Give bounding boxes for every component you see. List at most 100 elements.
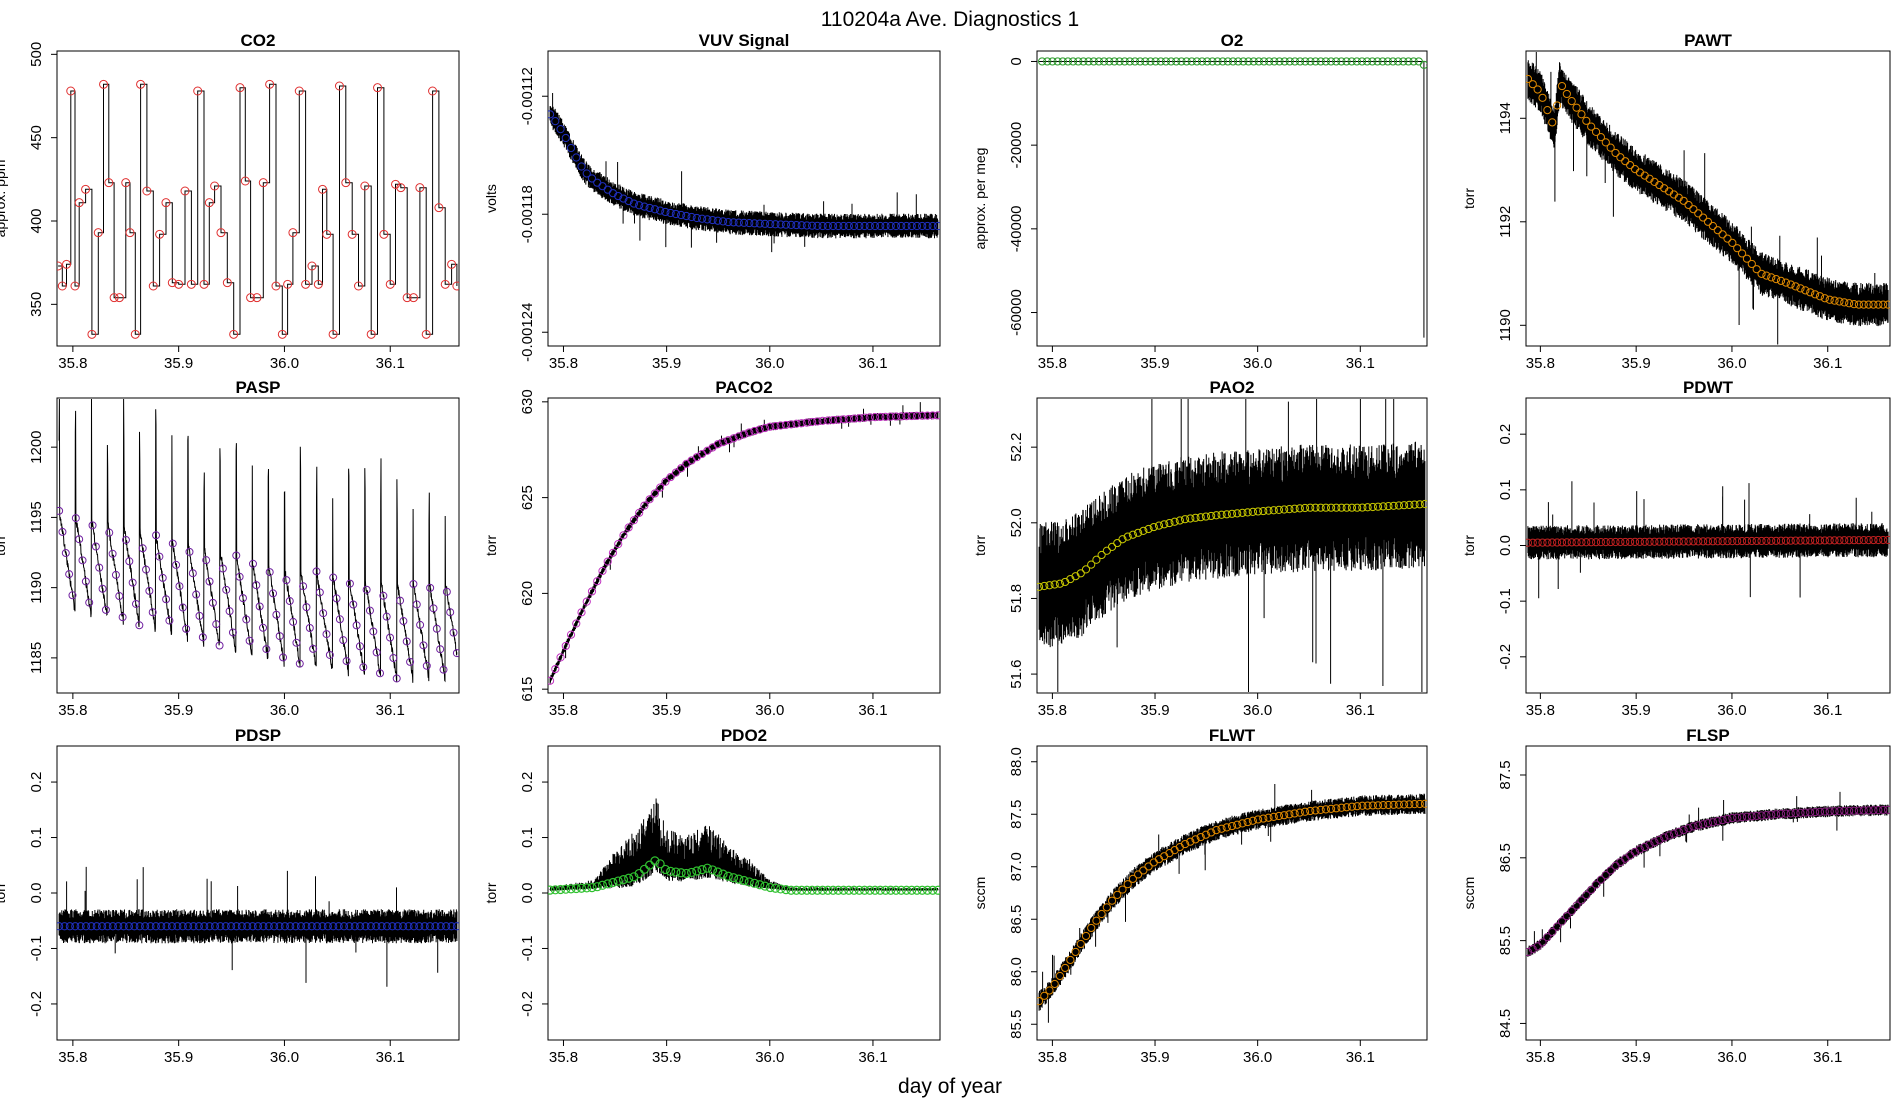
data-point: [666, 866, 676, 876]
data-point: [650, 205, 659, 214]
data-point: [1399, 800, 1409, 809]
data-point: [312, 567, 321, 576]
y-tick-label: 86.0: [1008, 957, 1025, 986]
data-point: [650, 489, 659, 498]
y-axis-label: torr: [1461, 188, 1477, 209]
panel-pao2: PAO2 torr 35.8 35.9 36.0 36.1 51.6 51.8 52.0 52.2: [972, 378, 1428, 719]
data-point: [661, 207, 670, 217]
y-tick-label: 1190: [28, 572, 45, 604]
y-tick-label: 620: [519, 581, 536, 606]
data-point: [933, 221, 940, 231]
data-point: [613, 876, 623, 886]
data-point: [548, 676, 555, 685]
data-point: [1640, 842, 1649, 852]
data-point: [1786, 809, 1795, 818]
data-point: [168, 539, 177, 548]
data-point: [1791, 536, 1800, 545]
data-point: [307, 922, 316, 931]
data-point: [1801, 286, 1810, 295]
x-tick-label: 35.9: [1622, 702, 1651, 719]
data-point: [121, 535, 130, 544]
data-point: [272, 610, 281, 619]
data-point: [291, 922, 300, 931]
data-point: [1102, 546, 1111, 555]
data-point: [844, 885, 854, 895]
data-point: [1332, 804, 1341, 813]
data-point: [225, 607, 234, 616]
y-tick-label: 630: [519, 389, 536, 414]
data-point: [1621, 537, 1630, 547]
y-axis-label: volts: [483, 184, 499, 213]
data-point: [205, 577, 214, 586]
x-tick-label: 36.0: [270, 1049, 299, 1066]
data-point: [270, 922, 279, 931]
data-point: [1136, 57, 1145, 66]
data-point: [1326, 503, 1336, 512]
x-tick-label: 36.0: [1243, 702, 1272, 719]
data-point: [415, 183, 425, 193]
x-tick-label: 36.1: [1346, 1049, 1375, 1066]
data-point: [119, 922, 128, 931]
data-point: [1097, 550, 1106, 560]
data-point: [322, 229, 332, 239]
data-point: [1128, 874, 1138, 883]
data-point: [1280, 811, 1289, 820]
data-point: [1630, 847, 1640, 857]
data-point: [1123, 532, 1132, 541]
x-tick-label: 35.9: [1622, 355, 1651, 372]
data-point: [1269, 812, 1278, 821]
data-point: [1801, 536, 1810, 545]
data-point: [1713, 226, 1722, 235]
data-point: [379, 229, 389, 239]
data-point: [313, 279, 323, 289]
panel-title: FLSP: [1686, 726, 1729, 745]
data-point: [1342, 57, 1351, 66]
y-tick-label: 87.5: [1008, 800, 1025, 829]
data-point: [87, 922, 96, 931]
data-point: [1061, 963, 1070, 973]
data-point: [1684, 200, 1693, 210]
data-point: [833, 885, 843, 895]
data-point: [361, 922, 370, 931]
data-point: [1689, 537, 1698, 546]
data-point: [765, 882, 775, 893]
data-point: [891, 412, 901, 421]
data-point: [1192, 57, 1202, 66]
data-area: [548, 402, 940, 685]
data-point: [386, 633, 395, 642]
data-point: [237, 922, 246, 931]
panel-title: PAO2: [1209, 378, 1254, 397]
data-point: [1233, 820, 1242, 829]
data-point: [1300, 807, 1310, 816]
data-point: [399, 922, 408, 931]
data-point: [828, 885, 838, 895]
data-point: [91, 542, 100, 551]
data-point: [283, 279, 293, 289]
data-point: [1883, 300, 1890, 309]
data-point: [1606, 537, 1615, 547]
series-band: [1527, 481, 1889, 599]
data-point: [318, 184, 328, 194]
data-point: [1874, 805, 1883, 815]
data-point: [1357, 57, 1367, 66]
data-point: [105, 528, 114, 537]
data-point: [210, 181, 220, 191]
data-point: [734, 218, 743, 227]
x-tick-label: 35.8: [1038, 1049, 1067, 1066]
data-point: [1572, 538, 1581, 547]
data-point: [1208, 57, 1217, 66]
data-point: [1156, 57, 1165, 66]
data-point: [849, 414, 859, 423]
data-point: [1352, 57, 1361, 66]
data-point: [561, 133, 570, 143]
data-point: [1699, 537, 1708, 546]
data-point: [1747, 259, 1756, 269]
data-point: [1723, 234, 1732, 243]
y-tick-label: 350: [28, 292, 45, 317]
panel-title: PDO2: [721, 726, 767, 745]
data-point: [918, 411, 927, 420]
data-point: [436, 922, 445, 931]
data-point: [755, 425, 764, 434]
data-point: [860, 221, 869, 231]
data-point: [1874, 535, 1883, 545]
